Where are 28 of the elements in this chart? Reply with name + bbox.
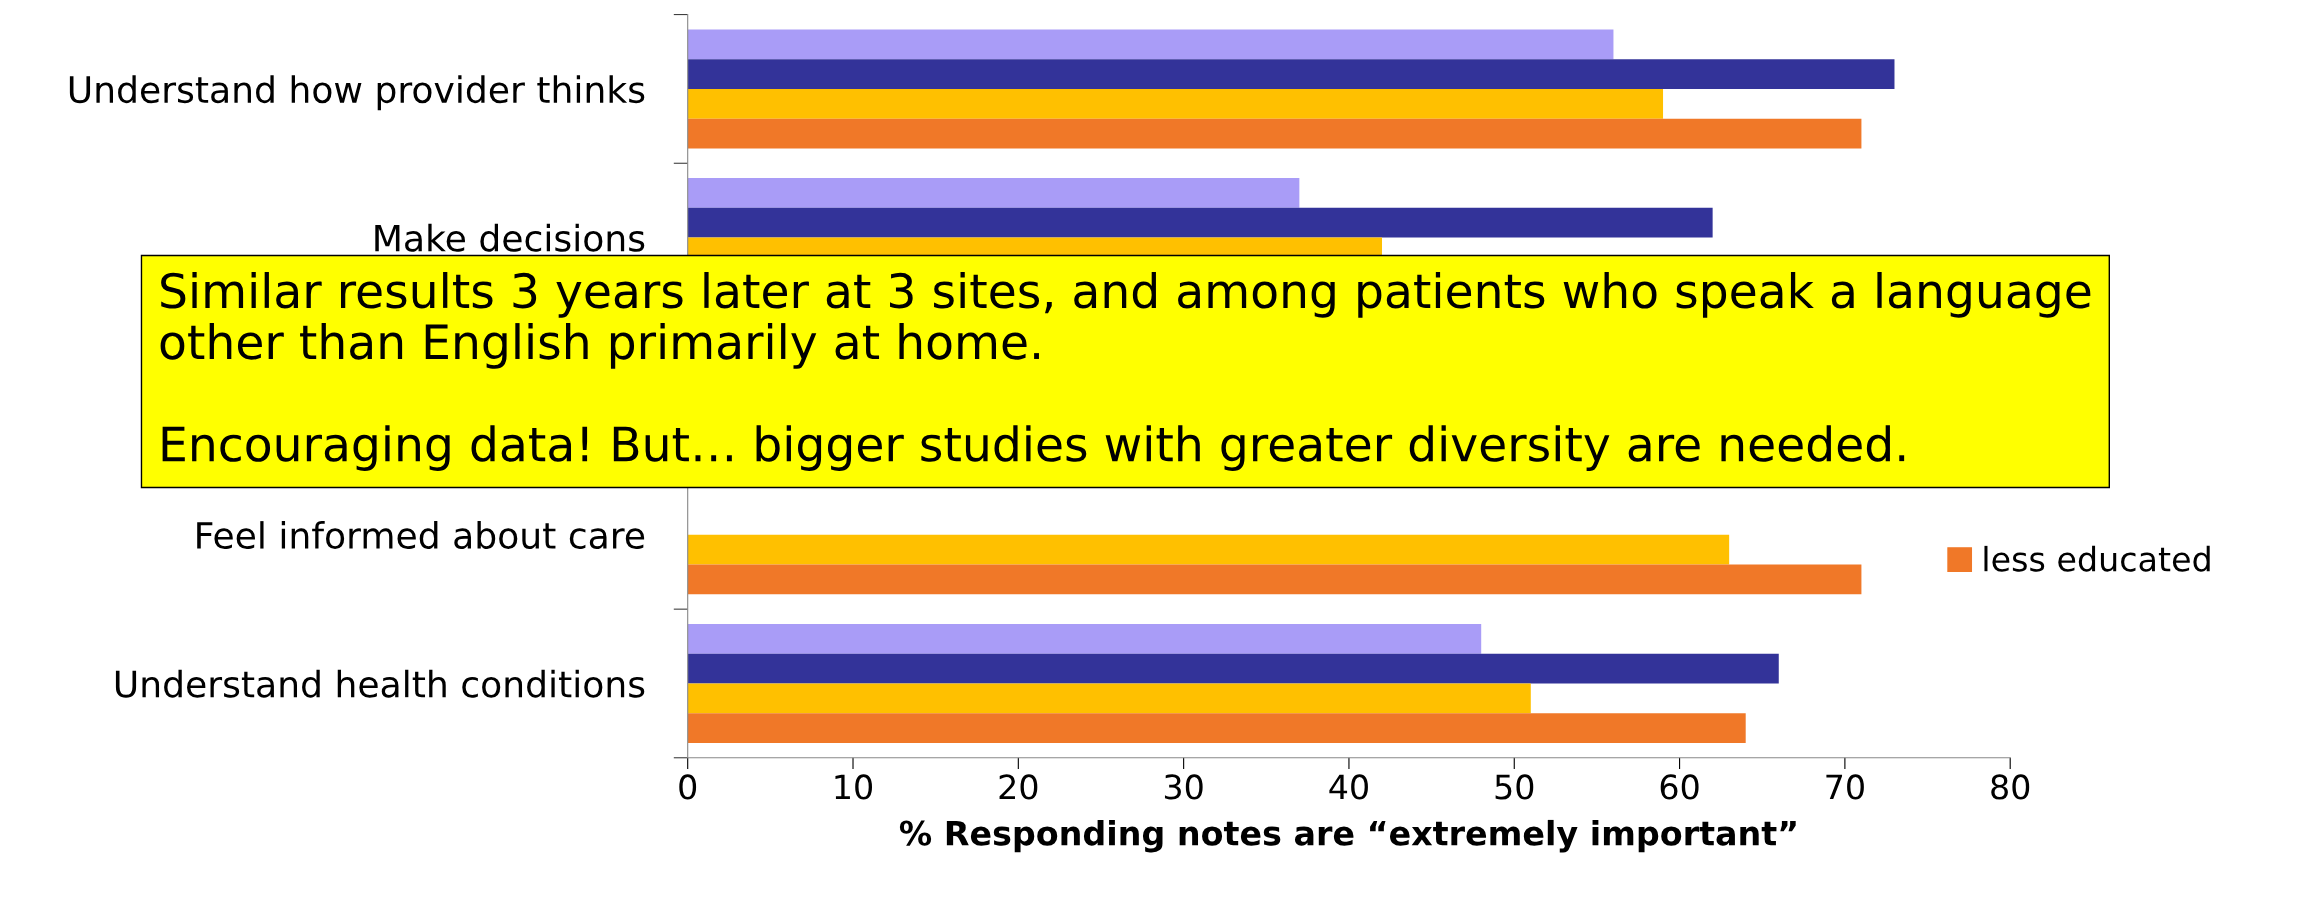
bar <box>687 564 1862 595</box>
x-tick-label: 60 <box>1660 774 1699 800</box>
bar <box>687 29 1614 60</box>
x-tick-label: 50 <box>1495 774 1534 800</box>
x-tick-label: 70 <box>1826 774 1864 800</box>
x-tick-label: 80 <box>1991 774 2030 800</box>
annotation: Similar results 3 years later at 3 sites, and among patients who speak a language other than English primarily at home. Encouraging data! But… bigger studies with greater diversity are needed. <box>160 272 2091 471</box>
y-tick-label: Understand health conditions <box>115 669 645 698</box>
bar <box>687 207 1713 238</box>
y-tick-label: Make decisions <box>375 223 645 252</box>
y-tick-label: Understand how provider thinks <box>69 75 645 111</box>
bar <box>687 118 1862 149</box>
bar <box>687 534 1730 565</box>
bar <box>687 88 1664 119</box>
x-tick-label: 20 <box>999 774 1038 800</box>
bar <box>687 59 1895 89</box>
x-tick-label: 30 <box>1164 774 1203 800</box>
bar <box>687 683 1531 714</box>
x-tick-label: 0 <box>679 774 697 800</box>
x-tick-label: 10 <box>835 774 873 800</box>
bar <box>687 178 1300 208</box>
legend-label: less educated <box>1984 545 2210 572</box>
bar <box>687 624 1482 654</box>
bar <box>687 713 1746 743</box>
x-tick-label: 40 <box>1329 774 1368 800</box>
bar <box>687 653 1779 684</box>
x-axis-title: % Responding notes are “extremely important” <box>899 819 1796 853</box>
y-tick-label: Feel informed about care <box>197 521 645 550</box>
